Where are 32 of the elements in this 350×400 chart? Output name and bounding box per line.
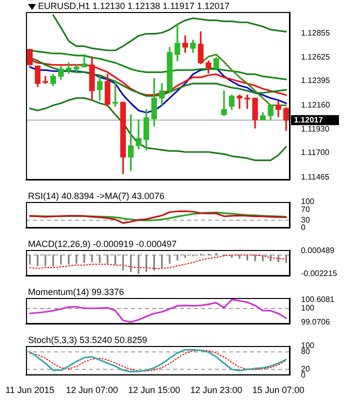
y-tick-label: 1.12395: [301, 76, 330, 86]
y-tick-label: 0: [301, 370, 306, 380]
x-tick-label: 11 Jun 2015: [5, 385, 54, 396]
y-tick-label: 1.11930: [301, 124, 330, 134]
y-tick-label: 30: [301, 215, 310, 224]
y-tick-label: 1.12160: [301, 100, 330, 110]
chart-title: Stoch(5,3,3) 53.5240 50.8259: [28, 334, 148, 345]
y-tick-label: 100: [301, 197, 315, 206]
candlestick: [221, 90, 227, 116]
y-tick-label: 100.6081: [301, 294, 335, 304]
x-tick-label: 12 Jun 23:00: [190, 385, 242, 396]
y-tick-label: 0.000489: [301, 246, 335, 256]
x-tick-label: 15 Jun 07:00: [252, 385, 304, 396]
line-series: [29, 254, 287, 269]
x-tick-label: 12 Jun 15:00: [128, 385, 180, 396]
y-tick-label: 0: [301, 223, 306, 232]
y-tick-label: 1.11700: [301, 148, 330, 158]
chart-title: EURUSD,H1 1.12130 1.12138 1.11917 1.12017: [38, 0, 230, 11]
ref-line-label: 1.12017: [294, 115, 324, 124]
y-tick-label: 1.11465: [301, 172, 330, 182]
y-tick-label: 80: [301, 347, 310, 356]
y-tick-label: 70: [301, 205, 310, 214]
y-tick-label: 1.12855: [301, 28, 330, 38]
y-tick-label: 1.12625: [301, 52, 330, 62]
chart-title: RSI(14) 40.8394 ->MA(7) 43.0076: [28, 190, 164, 201]
x-tick-label: 12 Jun 07:00: [66, 385, 118, 396]
candlestick: [236, 94, 242, 109]
y-tick-label: 100: [301, 304, 315, 313]
chart-title: Momentum(14) 99.3376: [28, 286, 124, 297]
chart-title: MACD(12,26,9) -0.000919 -0.000497: [28, 238, 177, 249]
y-tick-label: -0.002215: [301, 268, 338, 278]
y-tick-label: 99.0706: [301, 317, 330, 326]
